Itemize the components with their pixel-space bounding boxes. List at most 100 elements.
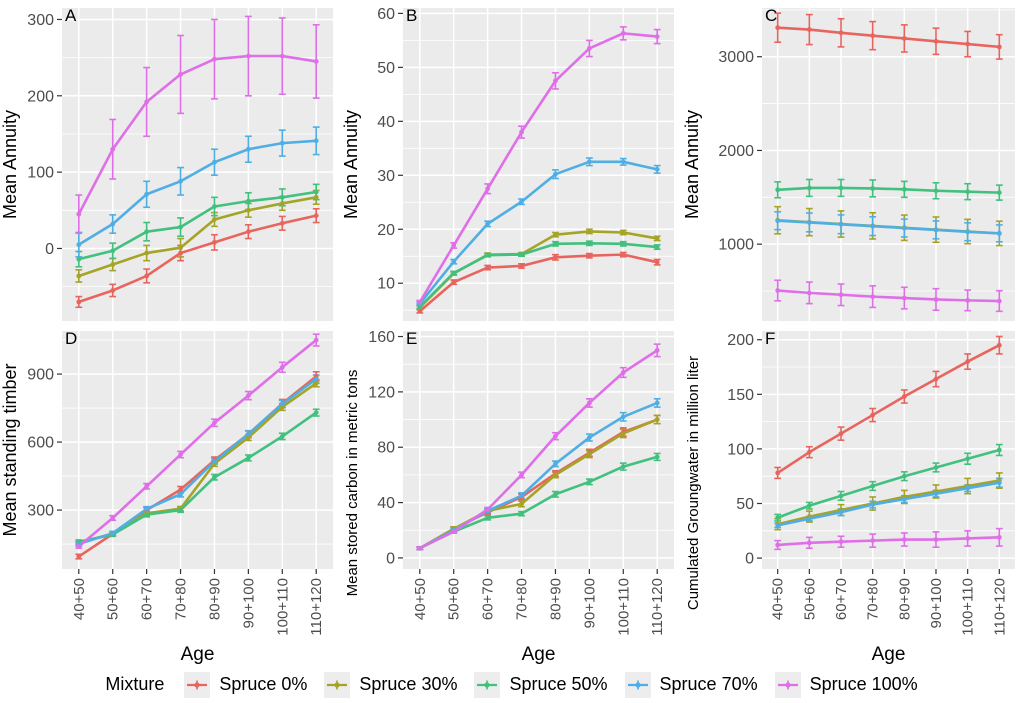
data-point bbox=[838, 30, 844, 36]
data-point bbox=[417, 299, 423, 305]
panel-background bbox=[403, 331, 674, 569]
y-tick-label: 120 bbox=[368, 384, 395, 401]
data-point bbox=[996, 480, 1002, 486]
data-point bbox=[586, 253, 592, 259]
series-line bbox=[77, 54, 318, 216]
legend-entry: Spruce 30% bbox=[324, 671, 458, 698]
x-tick-label: 70+80 bbox=[514, 578, 531, 620]
data-point bbox=[933, 188, 939, 194]
data-point bbox=[654, 259, 660, 265]
x-tick-label: 90+100 bbox=[240, 578, 257, 628]
y-tick-label: 900 bbox=[27, 367, 54, 384]
data-point bbox=[870, 502, 876, 507]
series-line bbox=[418, 160, 659, 306]
series-line bbox=[776, 26, 1001, 49]
series-line bbox=[77, 190, 318, 261]
data-point bbox=[901, 473, 907, 479]
data-point bbox=[451, 243, 457, 248]
x-tick-label: 110+120 bbox=[649, 578, 666, 636]
x-tick-label: 70+80 bbox=[173, 578, 190, 620]
panel-tag: A bbox=[65, 6, 77, 25]
y-axis-title: Mean Annuity bbox=[341, 110, 361, 219]
x-tick-label: 90+100 bbox=[928, 578, 945, 628]
data-point bbox=[775, 288, 781, 293]
data-point bbox=[212, 204, 217, 209]
panel-background bbox=[762, 8, 1015, 321]
data-point bbox=[553, 461, 558, 467]
data-point bbox=[870, 33, 876, 39]
data-point bbox=[838, 292, 844, 298]
data-point bbox=[519, 129, 524, 135]
panel-tag: B bbox=[406, 6, 417, 25]
panel-background bbox=[762, 331, 1015, 569]
legend-entry: Spruce 50% bbox=[474, 671, 608, 698]
x-tick-label: 80+90 bbox=[896, 578, 913, 620]
data-point bbox=[806, 185, 812, 191]
x-tick-label: 100+110 bbox=[274, 578, 291, 636]
data-point bbox=[553, 241, 558, 247]
data-point bbox=[485, 515, 491, 521]
y-axis-title: Cumulated Groungwater in million liter bbox=[685, 356, 702, 610]
data-point bbox=[586, 435, 592, 440]
data-point bbox=[654, 400, 660, 406]
data-point bbox=[144, 191, 150, 197]
data-point bbox=[110, 288, 116, 293]
series-line bbox=[77, 338, 318, 548]
y-axis-title: Mean Annuity bbox=[0, 110, 20, 219]
series-line bbox=[77, 196, 318, 278]
data-point bbox=[553, 254, 558, 260]
data-point bbox=[806, 540, 812, 546]
panel-C-chart: 1000 2000 3000 Mean Annuity C bbox=[682, 6, 1015, 321]
data-point bbox=[965, 189, 971, 195]
data-point bbox=[313, 138, 319, 144]
data-point bbox=[654, 417, 660, 422]
data-point bbox=[485, 507, 491, 512]
y-tick-label: 150 bbox=[727, 387, 754, 404]
data-point bbox=[901, 186, 907, 192]
data-point bbox=[870, 483, 876, 489]
data-point bbox=[553, 491, 558, 497]
data-point bbox=[212, 56, 217, 62]
data-point bbox=[996, 298, 1002, 304]
data-point bbox=[245, 435, 251, 440]
y-tick-label: 80 bbox=[377, 440, 395, 457]
legend: Mixture Spruce 0% Spruce 30% Spruce 50% Spr… bbox=[0, 666, 1023, 703]
x-axis-title: Age bbox=[872, 644, 906, 665]
data-point bbox=[279, 434, 285, 439]
data-point bbox=[775, 187, 781, 193]
y-tick-label: 20 bbox=[377, 222, 395, 239]
x-axis-title: Age bbox=[181, 644, 215, 665]
data-point bbox=[144, 506, 150, 512]
data-point bbox=[245, 53, 251, 59]
data-point bbox=[245, 229, 251, 235]
data-point bbox=[485, 221, 491, 227]
x-tick-label: 90+100 bbox=[581, 578, 598, 628]
data-point bbox=[279, 201, 285, 206]
data-point bbox=[965, 359, 971, 364]
data-point bbox=[144, 483, 150, 489]
data-point bbox=[806, 27, 812, 32]
data-point bbox=[110, 221, 116, 227]
data-point bbox=[870, 223, 876, 229]
data-point bbox=[775, 522, 781, 528]
y-tick-label: 10 bbox=[377, 276, 395, 293]
x-tick-label: 80+90 bbox=[547, 578, 564, 620]
legend-entry-label: Spruce 30% bbox=[359, 674, 458, 694]
legend-key-icon bbox=[474, 671, 501, 698]
y-tick-label: 40 bbox=[377, 114, 395, 131]
x-tick-label: 40+50 bbox=[71, 578, 88, 620]
data-point bbox=[279, 364, 285, 370]
data-point bbox=[212, 474, 217, 480]
panel-E-chart: 0 40 80 120 160 40+50 50+60 60+70 70+80 80+90 90+1… bbox=[344, 329, 674, 665]
panel-background bbox=[62, 8, 333, 321]
column-middle: 10 20 30 40 50 60 Mean Annuity B 0 40 80 120 160 40+… bbox=[341, 0, 682, 666]
y-tick-label: 30 bbox=[377, 168, 395, 185]
data-point bbox=[76, 299, 82, 305]
data-point bbox=[654, 236, 660, 241]
y-tick-label: 0 bbox=[745, 551, 754, 568]
legend-entry-label: Spruce 0% bbox=[219, 674, 308, 694]
y-axis-title: Mean stored carbon in metric tons bbox=[344, 370, 361, 597]
data-point bbox=[806, 290, 812, 296]
legend-key-icon bbox=[774, 671, 801, 698]
y-tick-label: 200 bbox=[27, 88, 54, 105]
